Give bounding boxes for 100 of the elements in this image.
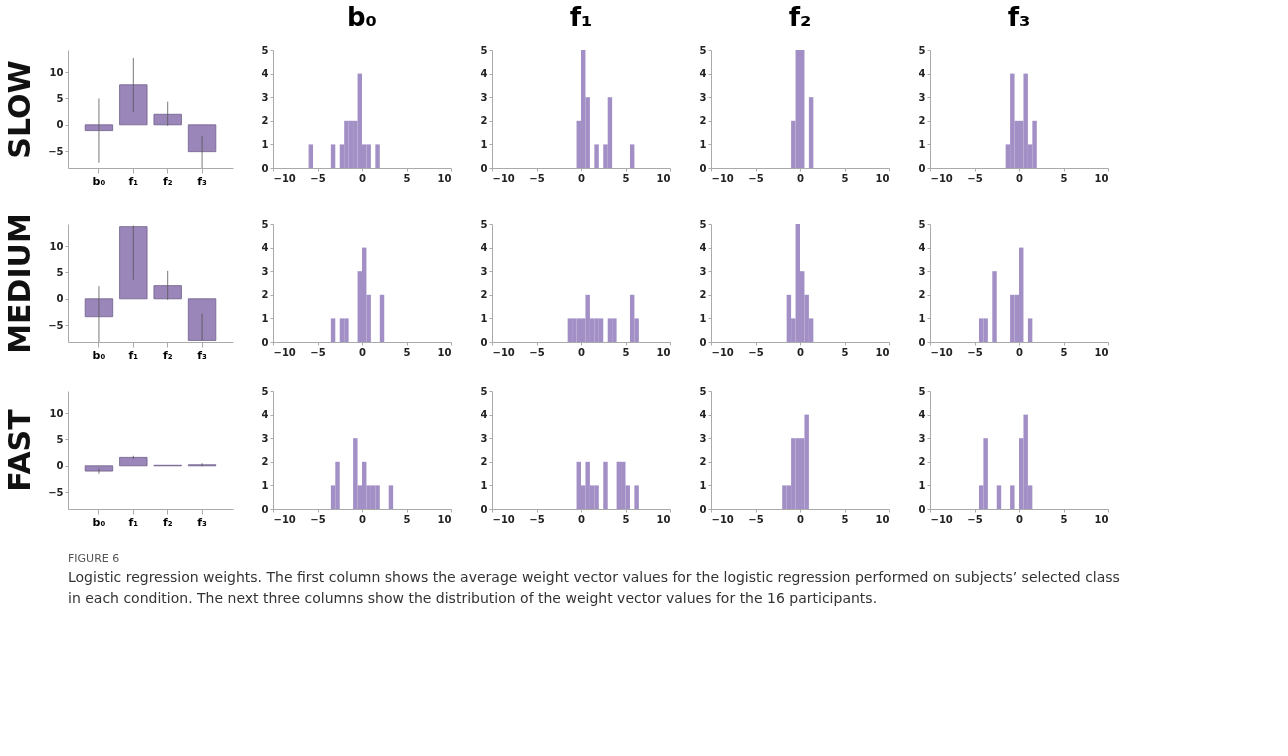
y-tick-label: 4 [699,242,707,254]
x-tick-label: 5 [1060,172,1068,184]
x-tick-label: f₁ [128,515,139,529]
y-tick-label: 2 [699,456,707,468]
y-tick-label: 2 [918,115,926,127]
x-tick-label: 0 [578,172,586,184]
y-tick-label: 1 [699,138,707,150]
y-tick-label: 5 [480,218,488,230]
x-tick-label: −5 [748,513,764,525]
y-tick-label: 4 [699,68,707,80]
x-tick-label: 0 [797,513,805,525]
y-tick-label: 5 [56,92,64,104]
y-axis-title: FAST [2,408,38,492]
caption: FIGURE 6 [68,552,120,565]
x-tick-label: f₂ [162,348,173,362]
y-tick-label: 5 [56,266,64,278]
y-tick-label: 0 [699,336,707,348]
x-tick-label: −5 [529,346,545,358]
y-tick-label: 0 [480,503,488,515]
y-tick-label: 1 [918,479,926,491]
y-tick-label: 0 [56,460,64,472]
chart-title: f₃ [1007,2,1031,32]
x-tick-label: 0 [578,346,586,358]
x-tick-label: 5 [1060,513,1068,525]
x-tick-label: 5 [403,513,411,525]
x-tick-label: 5 [403,346,411,358]
y-tick-label: 0 [480,162,488,174]
y-tick-label: 3 [699,265,707,277]
y-tick-label: 2 [261,115,269,127]
y-tick-label: 5 [918,385,926,397]
x-tick-label: −5 [967,346,983,358]
x-tick-label: 5 [1060,346,1068,358]
chart-title: f₁ [569,2,593,32]
y-tick-label: 3 [261,91,269,103]
y-tick-label: 5 [699,385,707,397]
x-tick-label: b₀ [92,174,106,188]
x-tick-label: f₃ [197,174,208,188]
x-tick-label: 5 [622,346,630,358]
y-tick-label: 1 [918,138,926,150]
y-tick-label: 0 [918,336,926,348]
x-tick-label: −10 [273,346,296,358]
y-tick-label: 4 [480,68,488,80]
x-tick-label: 10 [656,172,671,184]
x-tick-label: −10 [711,513,734,525]
x-tick-label: 0 [359,172,367,184]
x-tick-label: 5 [622,172,630,184]
y-tick-label: 0 [699,162,707,174]
x-tick-label: 10 [1094,172,1109,184]
y-tick-label: 3 [918,265,926,277]
y-tick-label: 4 [261,68,269,80]
x-tick-label: −10 [492,346,515,358]
y-tick-label: 4 [699,409,707,421]
y-tick-label: −5 [48,145,64,157]
y-tick-label: 1 [261,479,269,491]
x-tick-label: 10 [1094,346,1109,358]
y-tick-label: 5 [699,218,707,230]
x-tick-label: 5 [841,346,849,358]
y-tick-label: 4 [480,409,488,421]
x-tick-label: 0 [1016,346,1024,358]
y-tick-label: 2 [699,289,707,301]
x-tick-label: b₀ [92,348,106,362]
y-tick-label: 0 [261,336,269,348]
y-tick-label: 2 [480,289,488,301]
x-tick-label: −10 [930,346,953,358]
y-tick-label: 4 [261,409,269,421]
y-tick-label: 5 [261,44,269,56]
x-tick-label: f₂ [162,174,173,188]
y-tick-label: 5 [480,385,488,397]
x-tick-label: −5 [967,172,983,184]
y-tick-label: 4 [918,242,926,254]
y-tick-label: 2 [918,289,926,301]
y-tick-label: 2 [918,456,926,468]
x-tick-label: −5 [748,346,764,358]
x-tick-label: f₁ [128,174,139,188]
x-tick-label: 0 [797,172,805,184]
x-tick-label: 10 [875,172,890,184]
x-tick-label: 10 [875,346,890,358]
y-tick-label: 1 [480,312,488,324]
x-tick-label: 5 [622,513,630,525]
y-tick-label: 3 [480,91,488,103]
y-tick-label: 5 [918,218,926,230]
x-tick-label: −5 [310,346,326,358]
y-tick-label: −5 [48,319,64,331]
x-tick-label: 10 [437,346,452,358]
y-tick-label: 5 [261,218,269,230]
x-tick-label: −10 [273,513,296,525]
x-tick-label: f₃ [197,348,208,362]
y-tick-label: 1 [261,138,269,150]
y-tick-label: 3 [480,265,488,277]
y-tick-label: 1 [918,312,926,324]
x-tick-label: 5 [403,172,411,184]
x-tick-label: 10 [1094,513,1109,525]
x-tick-label: −5 [529,513,545,525]
y-tick-label: 0 [261,162,269,174]
x-tick-label: 10 [437,172,452,184]
x-tick-label: 0 [797,346,805,358]
y-tick-label: 3 [918,91,926,103]
y-tick-label: 0 [261,503,269,515]
x-tick-label: 0 [359,346,367,358]
y-tick-label: 3 [918,432,926,444]
